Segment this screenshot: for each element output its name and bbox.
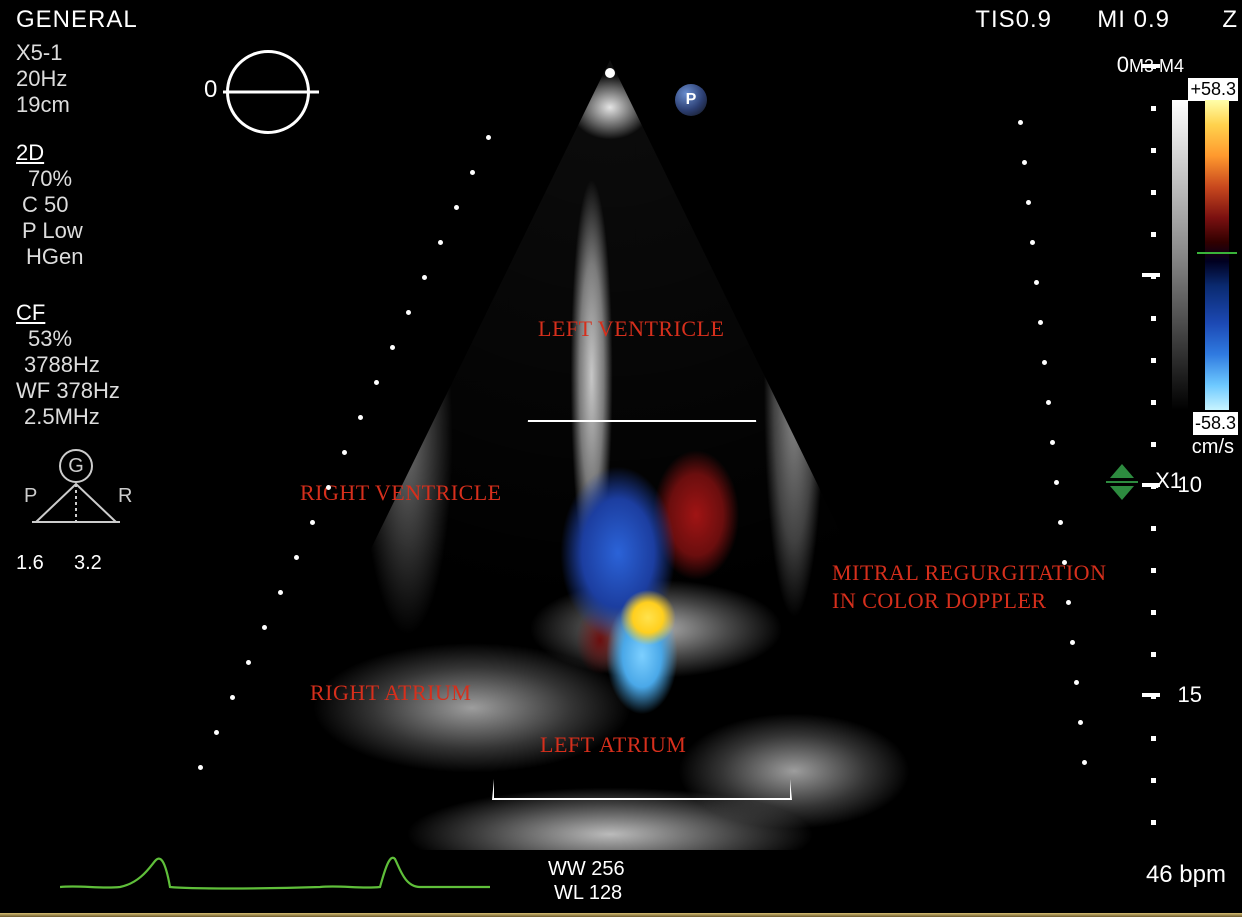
depth-minor-tick bbox=[1151, 148, 1156, 153]
mi-label: MI 0.9 bbox=[1097, 6, 1170, 34]
depth-minor-tick bbox=[1151, 820, 1156, 825]
anno-ra: RIGHT ATRIUM bbox=[310, 680, 471, 706]
depth-minor-tick bbox=[1151, 106, 1156, 111]
depth-minor-tick bbox=[1151, 736, 1156, 741]
apex-marker bbox=[605, 68, 615, 78]
svg-text:P: P bbox=[24, 485, 37, 507]
depth-minor-tick bbox=[1151, 64, 1156, 69]
2d-gain: 70% bbox=[28, 166, 72, 191]
anno-mr2: IN COLOR DOPPLER bbox=[832, 588, 1047, 614]
cf-label: CF bbox=[16, 300, 45, 325]
cf-gain: 53% bbox=[28, 326, 72, 351]
anno-rv: RIGHT VENTRICLE bbox=[300, 480, 502, 506]
colorbar-units: cm/s bbox=[1192, 436, 1234, 459]
depth-minor-tick bbox=[1151, 694, 1156, 699]
depth-minor-tick bbox=[1151, 442, 1156, 447]
depth-minor-tick bbox=[1151, 400, 1156, 405]
svg-text:R: R bbox=[118, 485, 132, 507]
depth-minor-tick bbox=[1151, 232, 1156, 237]
heart-rate: 46 bpm bbox=[1146, 861, 1226, 889]
depth-minor-tick bbox=[1151, 526, 1156, 531]
m-labels: M3 M4 bbox=[1129, 56, 1184, 76]
depth-minor-tick bbox=[1151, 484, 1156, 489]
status-line bbox=[0, 913, 1242, 917]
tis-label: TIS0.9 bbox=[975, 6, 1052, 34]
cf-wf: WF 378Hz bbox=[16, 378, 120, 403]
depth-minor-tick bbox=[1151, 316, 1156, 321]
colorbar-bottom-label: -58.3 bbox=[1193, 412, 1238, 435]
greyscale-bar bbox=[1172, 100, 1188, 410]
depth-minor-tick bbox=[1151, 190, 1156, 195]
colorbar-top-label: +58.3 bbox=[1188, 78, 1238, 101]
depth-0: 0 bbox=[1117, 52, 1129, 77]
frame-rate: 20Hz bbox=[16, 66, 67, 91]
depth-minor-tick bbox=[1151, 274, 1156, 279]
focus-indicator bbox=[1100, 460, 1144, 504]
compass-center: G bbox=[68, 455, 84, 477]
compass-val-left: 1.6 bbox=[16, 552, 44, 575]
mode-2d-label: 2D bbox=[16, 140, 44, 165]
orientation-angle: 0 bbox=[204, 76, 217, 104]
window-width: WW 256 bbox=[548, 858, 625, 881]
depth-minor-tick bbox=[1151, 778, 1156, 783]
window-level: WL 128 bbox=[554, 882, 622, 905]
depth: 19cm bbox=[16, 92, 70, 117]
depth-minor-tick bbox=[1151, 568, 1156, 573]
depth-15: 15 bbox=[1178, 682, 1202, 708]
depth-minor-tick bbox=[1151, 610, 1156, 615]
anno-lv: LEFT VENTRICLE bbox=[538, 316, 724, 342]
depth-minor-tick bbox=[1151, 652, 1156, 657]
depth-minor-tick bbox=[1151, 358, 1156, 363]
cf-prf: 3788Hz bbox=[24, 352, 100, 377]
right-letter: Z bbox=[1222, 6, 1238, 34]
focus-label: X1 bbox=[1155, 468, 1182, 494]
cf-freq: 2.5MHz bbox=[24, 404, 100, 429]
2d-harmonic: HGen bbox=[26, 244, 83, 269]
preset-label: GENERAL bbox=[16, 6, 138, 34]
velocity-colorbar bbox=[1192, 100, 1242, 410]
2d-compress: C 50 bbox=[22, 192, 68, 217]
2d-persist: P Low bbox=[22, 218, 83, 243]
ecg-trace bbox=[60, 839, 490, 909]
compass-val-right: 3.2 bbox=[74, 552, 102, 575]
probe-model: X5-1 bbox=[16, 40, 62, 65]
gain-compass: G P R bbox=[16, 444, 136, 534]
orientation-indicator bbox=[226, 50, 310, 134]
anno-la: LEFT ATRIUM bbox=[540, 732, 686, 758]
probe-marker-icon: P bbox=[675, 84, 707, 116]
